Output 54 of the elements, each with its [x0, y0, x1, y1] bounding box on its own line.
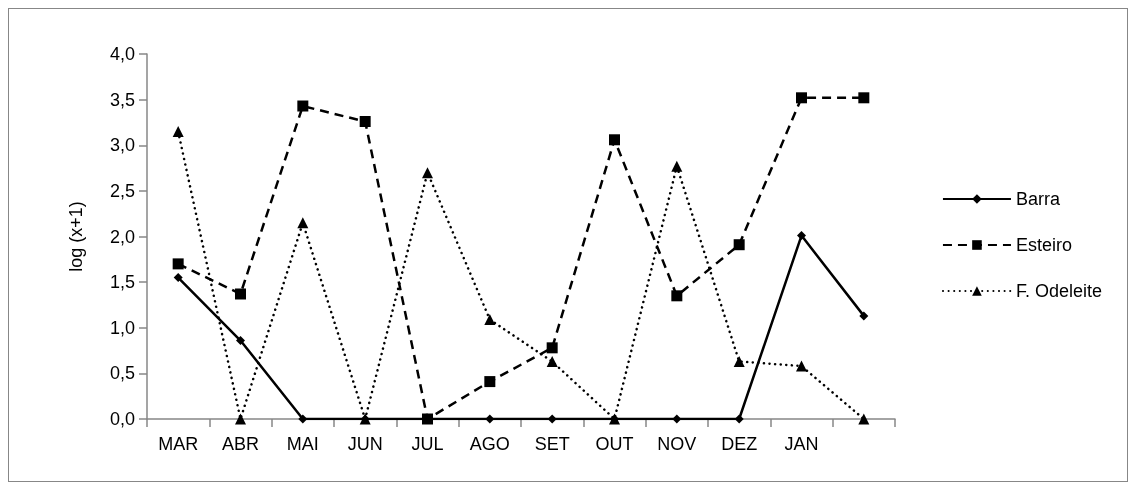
legend-label: Barra	[1015, 189, 1061, 209]
point	[733, 239, 745, 251]
point	[547, 414, 557, 424]
x-tick-label: JUL	[411, 434, 444, 454]
point	[359, 116, 371, 128]
point	[546, 356, 558, 368]
point	[297, 217, 309, 229]
point	[484, 314, 496, 326]
y-tick-label: 0,5	[109, 363, 135, 384]
y-tick-label: 4,0	[109, 44, 135, 64]
point	[484, 376, 496, 388]
point	[733, 356, 745, 368]
point	[172, 258, 184, 270]
point	[422, 167, 433, 179]
legend-label: Esteiro	[1015, 235, 1072, 255]
x-tick-label: JUN	[347, 434, 383, 454]
point	[173, 273, 183, 283]
point	[297, 100, 309, 112]
point	[859, 311, 869, 321]
y-tick-label: 3,0	[109, 135, 135, 156]
point	[172, 126, 184, 138]
point	[235, 288, 246, 300]
point	[609, 134, 620, 146]
x-tick-label: NOV	[657, 434, 697, 454]
point	[235, 413, 246, 425]
x-tick-label: DEZ	[721, 434, 758, 454]
point	[672, 414, 682, 424]
point	[546, 342, 558, 354]
y-tick-label: 0,0	[109, 409, 135, 429]
x-tick-label: OUT	[595, 434, 634, 454]
y-tick-label: 2,5	[109, 180, 135, 201]
legend-label: F. Odeleite	[1015, 281, 1102, 301]
y-tick-label: 1,5	[109, 272, 135, 293]
point	[298, 414, 308, 424]
point	[236, 336, 245, 346]
y-tick-label: 1,0	[109, 317, 135, 338]
y-axis-title: log (x+1)	[66, 201, 86, 272]
y-tick-label: 2,0	[109, 226, 135, 247]
x-tick-label: ABR	[221, 434, 260, 454]
x-tick-label: JAN	[784, 434, 819, 454]
point	[796, 360, 807, 372]
point	[734, 414, 744, 424]
point	[485, 414, 495, 424]
x-tick-label: SET	[534, 434, 570, 454]
point	[671, 160, 683, 172]
point	[858, 413, 870, 425]
point	[671, 290, 683, 302]
point	[858, 92, 870, 104]
x-tick-label: AGO	[469, 434, 510, 454]
x-tick-label: MAR	[158, 434, 199, 454]
x-tick-label: MAI	[286, 434, 319, 454]
point	[796, 92, 807, 104]
point	[797, 231, 806, 241]
y-tick-label: 3,5	[109, 89, 135, 110]
